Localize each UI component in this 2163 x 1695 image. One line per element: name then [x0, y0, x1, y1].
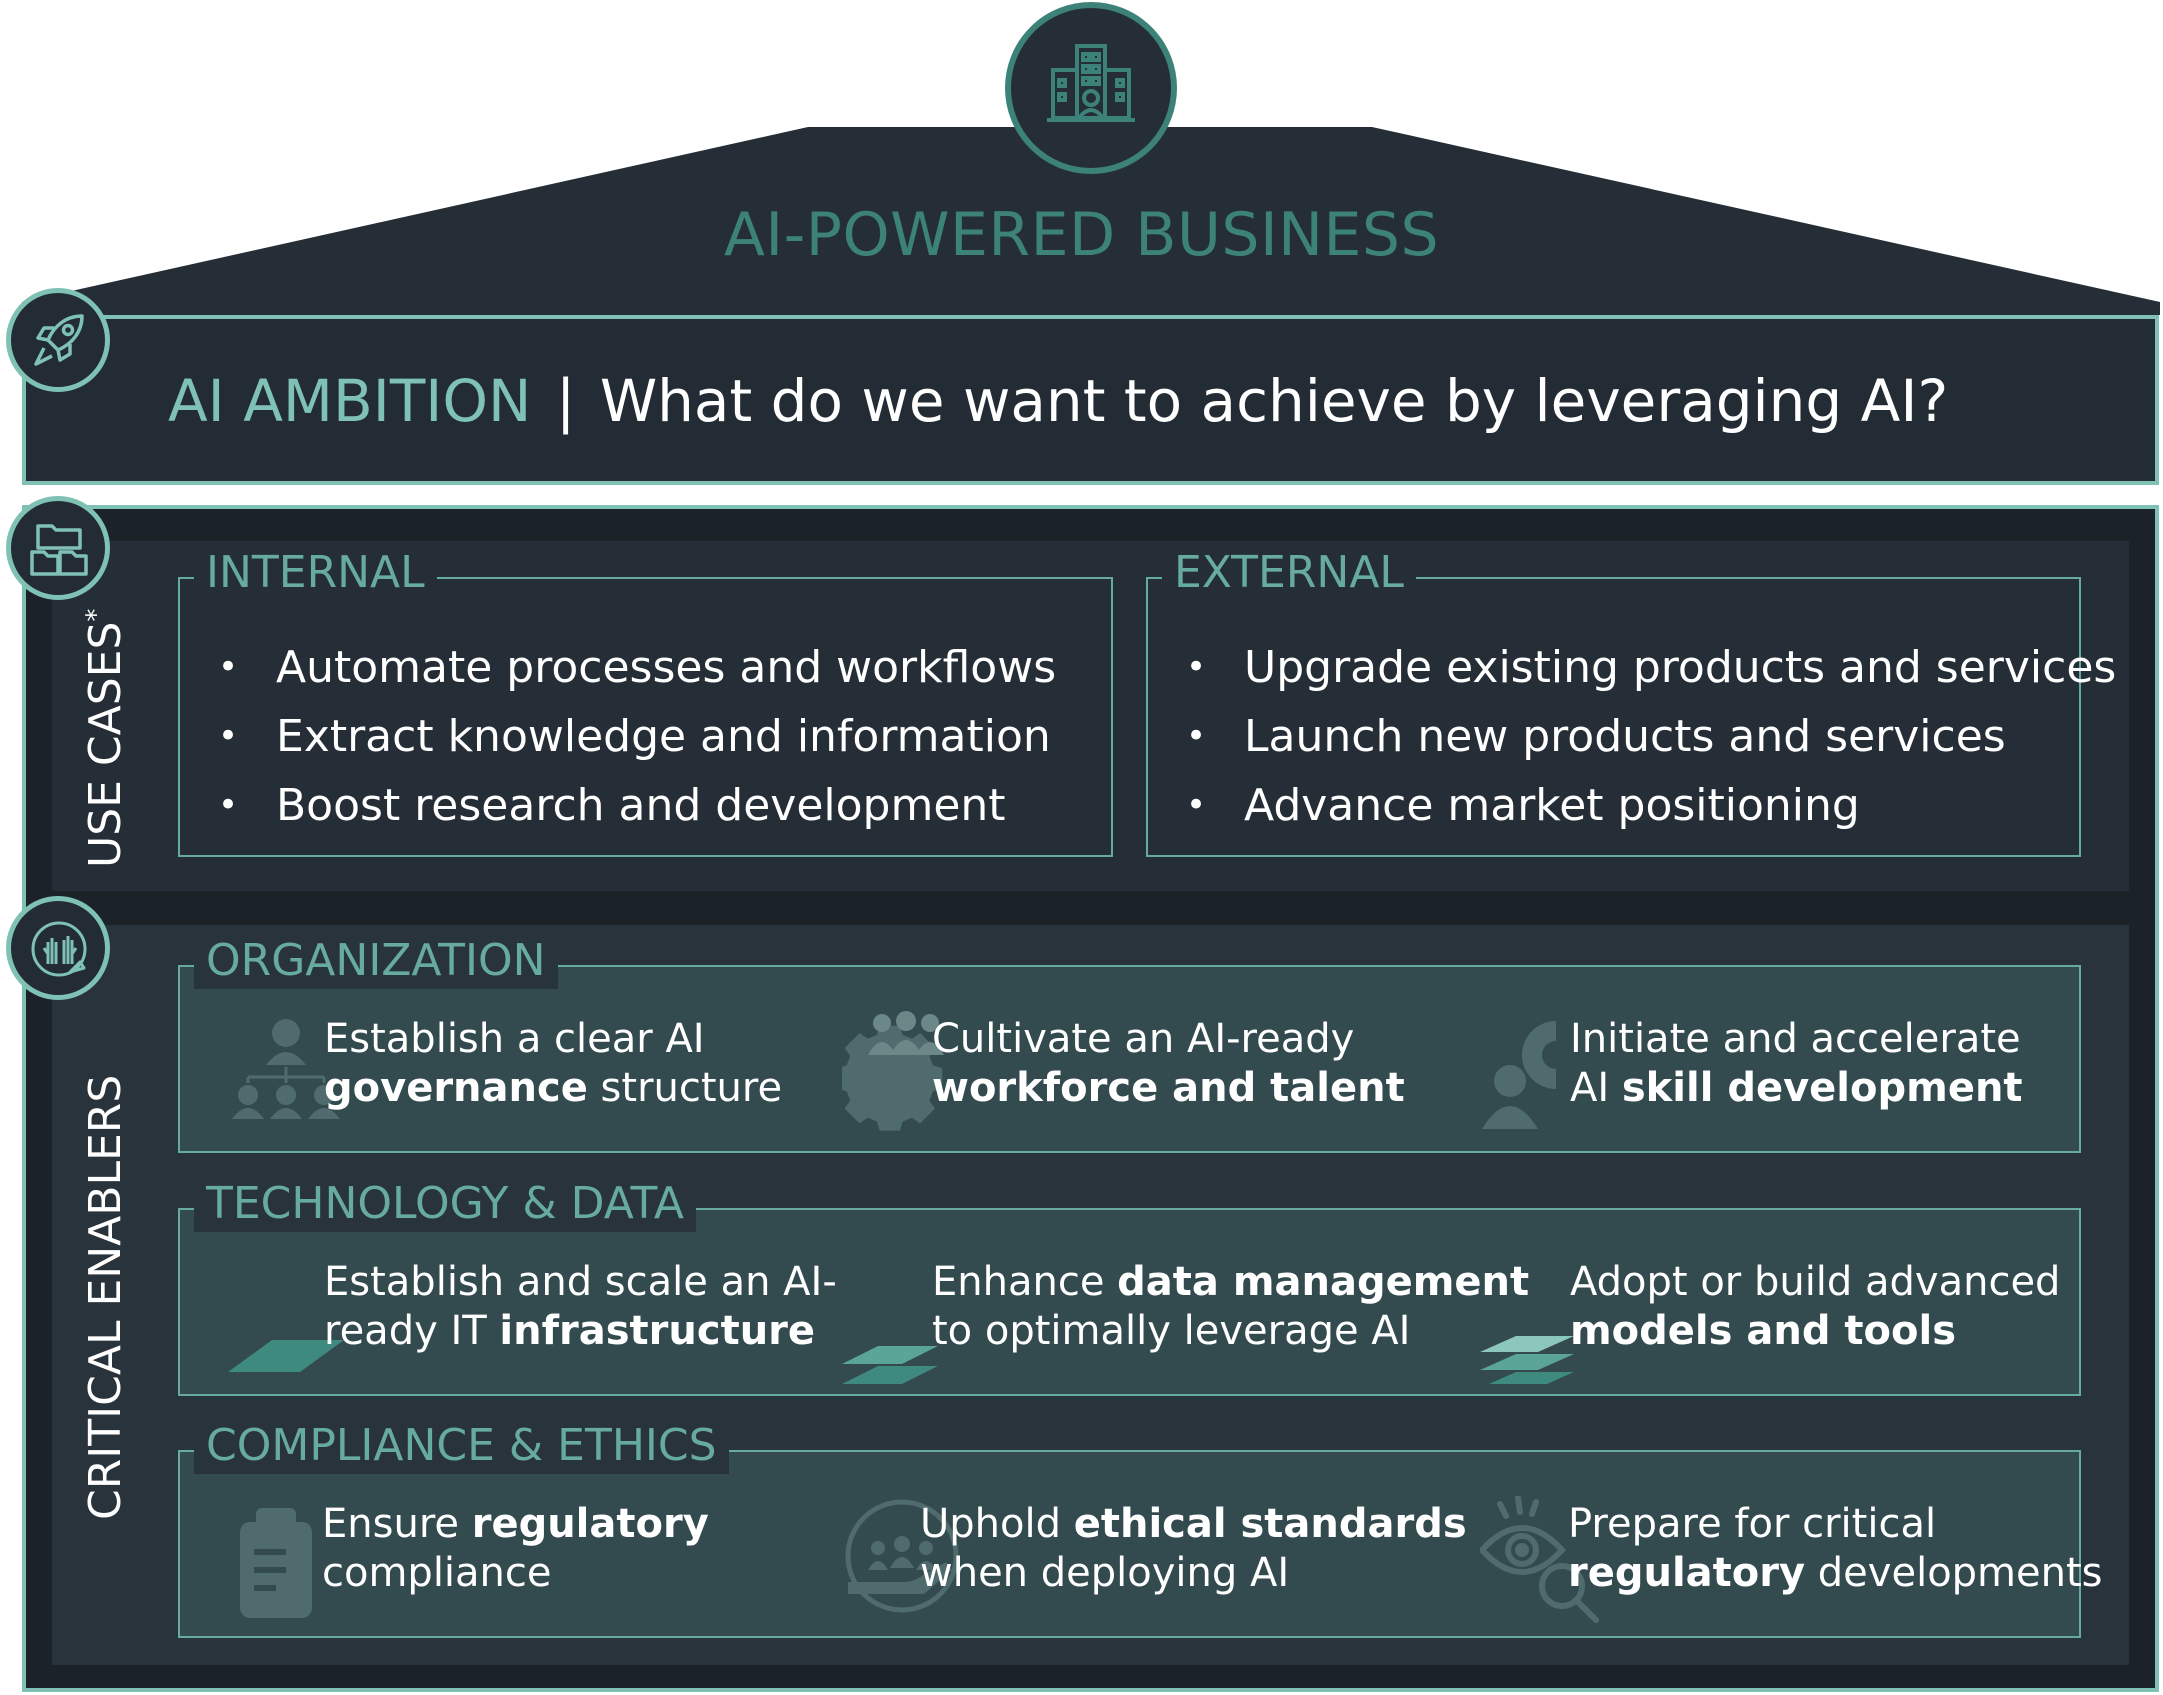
enabler-infrastructure: Establish and scale an AI- ready IT infr…	[228, 1254, 837, 1372]
enabler-regulatory-developments: Prepare for critical regulatory developm…	[1480, 1496, 2103, 1623]
external-title: EXTERNAL	[1162, 545, 1416, 601]
enabler-models: Adopt or build advanced models and tools	[1480, 1254, 2060, 1384]
enabler-pre: ready IT	[324, 1308, 500, 1354]
use-cases-label: USE CASES*	[80, 608, 131, 868]
organization-title: ORGANIZATION	[194, 933, 558, 989]
list-item: Advance market positioning	[1182, 771, 2116, 840]
hands-globe-icon	[6, 896, 110, 1000]
external-box: EXTERNAL Upgrade existing products and s…	[1146, 545, 2116, 857]
list-item: Boost research and development	[214, 771, 1056, 840]
enabler-line: Initiate and accelerate	[1570, 1016, 2021, 1062]
enabler-pre: Ensure	[322, 1501, 472, 1547]
enabler-line: to optimally leverage AI	[932, 1308, 1411, 1354]
office-building-icon	[1005, 2, 1177, 174]
compliance-title: COMPLIANCE & ETHICS	[194, 1418, 729, 1474]
list-item: Upgrade existing products and services	[1182, 633, 2116, 702]
eye-search-icon	[1480, 1496, 1599, 1623]
ambition-separator: |	[555, 367, 576, 435]
org-chart-icon	[232, 1019, 340, 1119]
clipboard-icon	[240, 1508, 312, 1618]
enabler-bold: workforce and talent	[932, 1065, 1405, 1111]
enabler-rest: developments	[1805, 1550, 2103, 1596]
people-hand-icon	[845, 1499, 959, 1613]
single-layer-icon	[228, 1340, 344, 1372]
team-gear-icon	[842, 1011, 944, 1131]
enabler-bold: governance	[324, 1065, 588, 1111]
enabler-pre: Enhance	[932, 1259, 1118, 1305]
compliance-box: COMPLIANCE & ETHICS Ensure regulatory co…	[178, 1418, 2103, 1638]
enabler-line: compliance	[322, 1550, 552, 1596]
roof-shape	[22, 127, 2160, 315]
rocket-icon	[6, 288, 110, 392]
enabler-workforce: Cultivate an AI-ready workforce and tale…	[842, 1011, 1405, 1131]
internal-box: INTERNAL Automate processes and workflow…	[178, 545, 1113, 857]
ambition-band: AI AMBITION | What do we want to achieve…	[22, 315, 2159, 485]
enabler-regulatory-compliance: Ensure regulatory compliance	[228, 1496, 788, 1618]
enabler-line: Adopt or build advanced	[1570, 1259, 2061, 1305]
list-item: Extract knowledge and information	[214, 702, 1056, 771]
list-item: Launch new products and services	[1182, 702, 2116, 771]
person-learning-icon	[1482, 1021, 1556, 1129]
enabler-line: when deploying AI	[920, 1550, 1290, 1596]
technology-box: TECHNOLOGY & DATA Establish and scale an…	[178, 1176, 2081, 1396]
enabler-ethics: Uphold ethical standards when deploying …	[842, 1496, 1467, 1613]
enabler-data: Enhance data management to optimally lev…	[842, 1254, 1529, 1384]
enabler-bold: ethical standards	[1073, 1501, 1467, 1547]
external-list: Upgrade existing products and services L…	[1182, 633, 2116, 840]
critical-enablers-label: CRITICAL ENABLERS	[80, 1074, 131, 1520]
technology-title: TECHNOLOGY & DATA	[194, 1176, 697, 1232]
enabler-bold: infrastructure	[499, 1308, 816, 1354]
ambition-question: What do we want to achieve by leveraging…	[599, 367, 1949, 435]
enabler-bold: regulatory	[1568, 1550, 1806, 1596]
enabler-bold: data management	[1117, 1259, 1530, 1305]
roof-title: AI-POWERED BUSINESS	[723, 200, 1440, 270]
enabler-line: Prepare for critical	[1568, 1501, 1937, 1547]
ambition-title: AI AMBITION	[168, 367, 532, 435]
enabler-skills: Initiate and accelerate AI skill develop…	[1480, 1011, 2040, 1129]
organization-box: ORGANIZATION Establish a clear AI govern…	[178, 933, 2081, 1153]
enabler-governance: Establish a clear AI governance structur…	[228, 1011, 788, 1121]
enabler-line: Cultivate an AI-ready	[932, 1016, 1355, 1062]
list-item: Automate processes and workflows	[214, 633, 1056, 702]
enabler-rest: structure	[587, 1065, 783, 1111]
enabler-pre: Uphold	[920, 1501, 1074, 1547]
folders-icon	[6, 496, 110, 600]
enabler-pre: AI	[1570, 1065, 1622, 1111]
double-layer-icon	[842, 1346, 938, 1384]
internal-title: INTERNAL	[194, 545, 437, 601]
triple-layer-icon	[1480, 1336, 1574, 1384]
internal-list: Automate processes and workflows Extract…	[214, 633, 1056, 840]
ambition-text: AI AMBITION | What do we want to achieve…	[168, 367, 1948, 435]
enabler-line: Establish and scale an AI-	[324, 1259, 837, 1305]
enabler-bold: skill development	[1621, 1065, 2023, 1111]
enabler-bold: regulatory	[471, 1501, 709, 1547]
enabler-line: Establish a clear AI	[324, 1016, 705, 1062]
enabler-bold: models and tools	[1570, 1308, 1956, 1354]
